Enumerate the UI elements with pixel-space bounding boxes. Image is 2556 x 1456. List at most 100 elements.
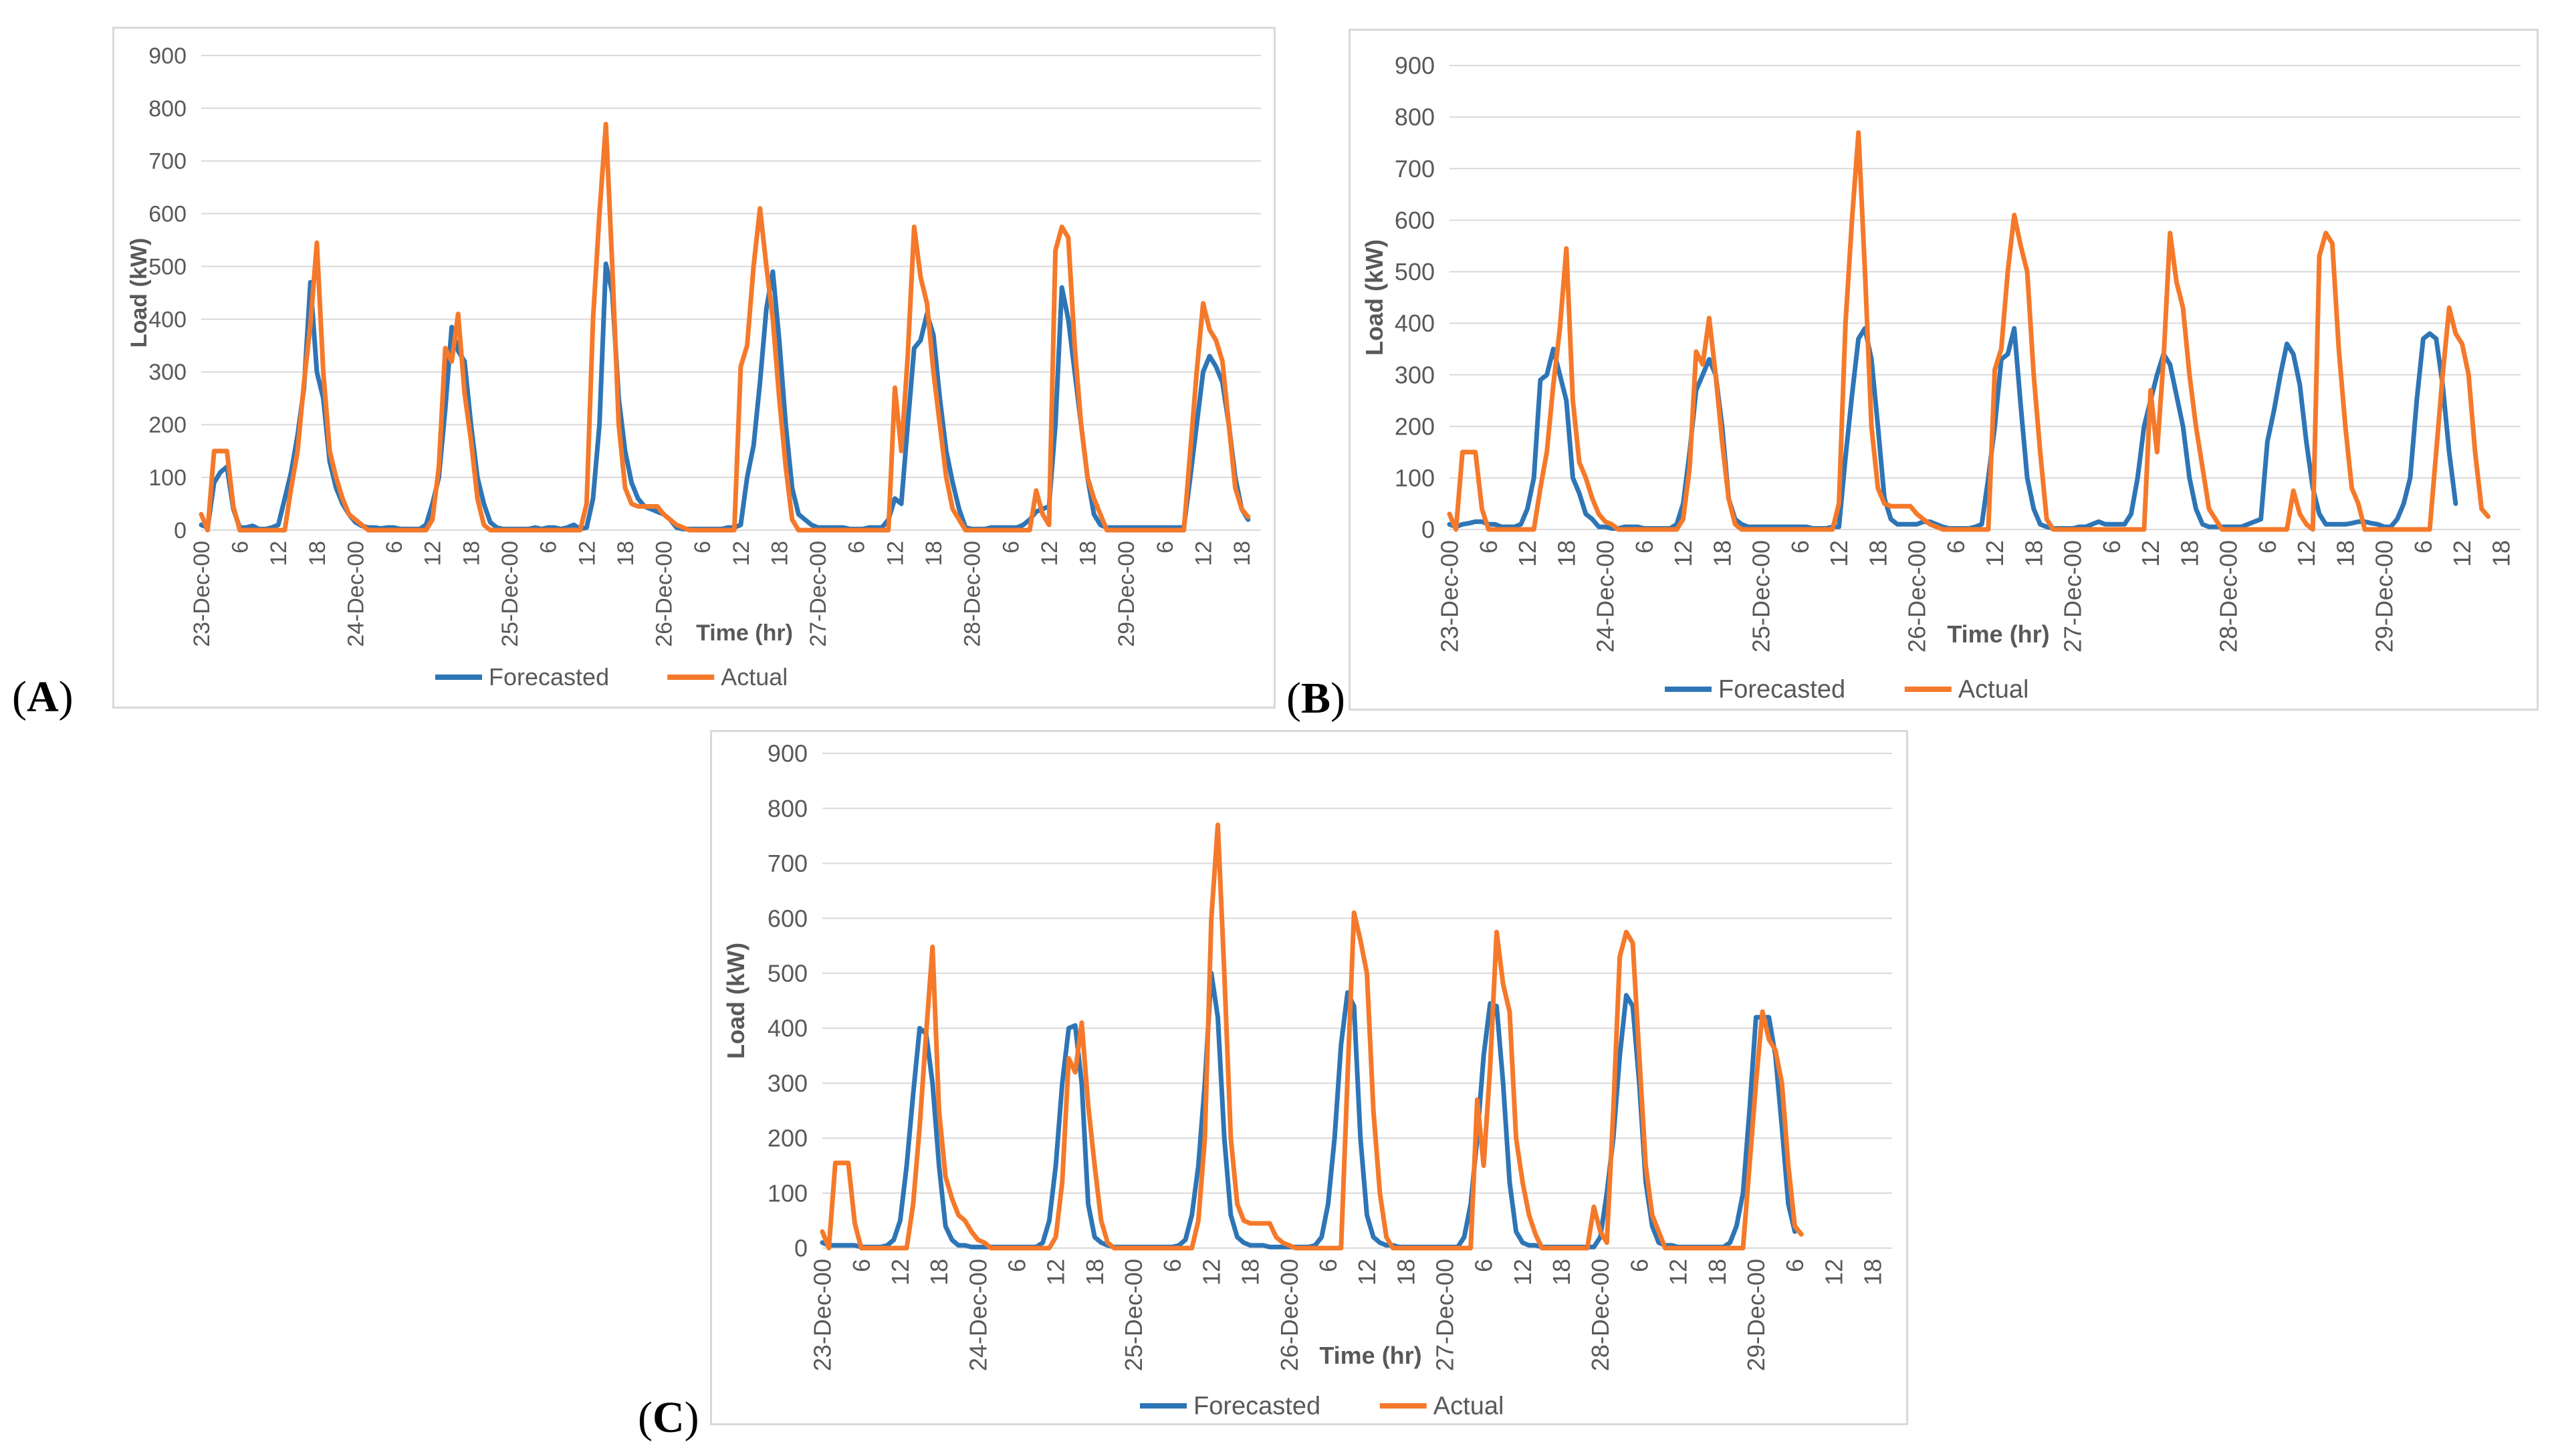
y-tick-label: 600 — [1395, 207, 1435, 234]
x-tick-label: 6 — [1475, 540, 1502, 554]
legend-label-actual: Actual — [1433, 1392, 1504, 1421]
y-tick-label: 0 — [1421, 516, 1435, 543]
x-tick-label: 12 — [1514, 540, 1541, 567]
x-tick-label: 12 — [1981, 540, 2008, 567]
x-tick-label: 12 — [1037, 541, 1062, 566]
x-tick-label: 24-Dec-00 — [964, 1259, 992, 1371]
x-tick-label: 25-Dec-00 — [1748, 540, 1775, 652]
x-tick-label: 18 — [2331, 540, 2359, 567]
x-tick-label: 12 — [266, 541, 292, 566]
y-tick-label: 100 — [148, 465, 187, 491]
x-tick-label: 12 — [2448, 540, 2476, 567]
chart-panel-c: 0 100 200 300 400 500 600 700 800 900 23-Dec-00 6 12… — [710, 730, 1908, 1425]
x-tick-label: 18 — [1081, 1259, 1109, 1286]
legend-label-actual: Actual — [1958, 676, 2029, 704]
x-tick-label: 23-Dec-00 — [189, 541, 215, 647]
y-axis-title: Load (kW) — [1361, 239, 1388, 356]
y-tick-label: 800 — [1395, 104, 1435, 131]
legend-label-forecasted: Forecasted — [1193, 1392, 1320, 1421]
x-tick-label: 29-Dec-00 — [1742, 1259, 1770, 1371]
x-tick-label: 18 — [2487, 540, 2515, 567]
x-tick-label: 6 — [228, 541, 253, 554]
x-tick-label: 18 — [921, 541, 947, 566]
x-tick-label: 6 — [1153, 541, 1178, 554]
chart-panel-a: 0 100 200 300 400 500 600 700 800 900 23-Dec-00 6 12… — [112, 27, 1276, 709]
chart-panel-b: 0 100 200 300 400 500 600 700 800 900 23-Dec-00 6 12… — [1349, 29, 2539, 711]
x-tick-label: 28-Dec-00 — [960, 541, 985, 647]
x-tick-label: 6 — [848, 1259, 875, 1272]
x-tick-label: 6 — [2098, 540, 2125, 554]
x-tick-label: 12 — [1042, 1259, 1070, 1286]
chart-svg-a: 0 100 200 300 400 500 600 700 800 900 23-Dec-00 6 12… — [126, 43, 1261, 691]
series-line-actual — [1447, 130, 2490, 532]
y-tick-label: 700 — [148, 149, 187, 174]
x-tick-label: 25-Dec-00 — [1120, 1259, 1147, 1371]
x-tick-label: 6 — [2410, 540, 2437, 554]
x-tick-label: 18 — [305, 541, 330, 566]
y-tick-label: 0 — [794, 1235, 808, 1262]
x-tick-label: 12 — [1665, 1259, 1692, 1286]
x-tick-label: 29-Dec-00 — [1114, 541, 1139, 647]
x-tick-label: 12 — [2137, 540, 2164, 567]
x-tick-label: 12 — [729, 541, 754, 566]
legend-label-forecasted: Forecasted — [489, 663, 609, 691]
x-tick-label: 6 — [1942, 540, 1970, 554]
x-tick-label: 6 — [1314, 1259, 1342, 1272]
x-tick-label: 18 — [925, 1259, 953, 1286]
x-tick-label: 27-Dec-00 — [1431, 1259, 1459, 1371]
y-tick-label: 200 — [768, 1124, 808, 1152]
y-axis-title: Load (kW) — [722, 943, 749, 1059]
x-tick-label: 6 — [2254, 540, 2281, 554]
x-tick-label: 18 — [1864, 540, 1891, 567]
x-tick-label: 6 — [1625, 1259, 1653, 1272]
x-tick-label: 18 — [1392, 1259, 1419, 1286]
x-tick-label: 18 — [1230, 541, 1255, 566]
y-tick-label: 500 — [1395, 258, 1435, 285]
x-tick-label: 24-Dec-00 — [343, 541, 368, 647]
x-tick-label: 12 — [887, 1259, 914, 1286]
x-tick-label: 26-Dec-00 — [1903, 540, 1931, 652]
y-tick-label: 900 — [1395, 52, 1435, 80]
legend-label-actual: Actual — [721, 663, 788, 691]
x-tick-label: 12 — [883, 541, 908, 566]
x-tick-label: 18 — [459, 541, 484, 566]
x-tick-label: 18 — [2020, 540, 2047, 567]
series-line-actual — [199, 122, 1251, 533]
x-tick-label: 12 — [574, 541, 600, 566]
y-tick-label: 400 — [148, 307, 187, 332]
x-tick-label: 26-Dec-00 — [652, 541, 677, 647]
y-tick-label: 700 — [1395, 155, 1435, 183]
y-tick-label: 0 — [174, 518, 187, 543]
y-tick-label: 600 — [148, 202, 187, 227]
chart-svg-c: 0 100 200 300 400 500 600 700 800 900 23-Dec-00 6 12… — [722, 740, 1892, 1421]
x-tick-label: 29-Dec-00 — [2371, 540, 2398, 652]
series-line-forecasted — [1447, 326, 2458, 531]
x-tick-label: 23-Dec-00 — [809, 1259, 836, 1371]
y-tick-label: 200 — [1395, 412, 1435, 440]
x-tick-label: 6 — [1786, 540, 1814, 554]
y-tick-label: 100 — [1395, 464, 1435, 491]
series-line-actual — [820, 822, 1804, 1251]
x-tick-label: 28-Dec-00 — [1587, 1259, 1614, 1371]
x-tick-label: 18 — [1708, 540, 1736, 567]
x-tick-label: 6 — [1004, 1259, 1031, 1272]
y-tick-label: 500 — [768, 959, 808, 987]
x-tick-label: 18 — [1859, 1259, 1887, 1286]
x-tick-label: 18 — [1076, 541, 1101, 566]
x-tick-label: 6 — [690, 541, 715, 554]
x-tick-label: 24-Dec-00 — [1592, 540, 1619, 652]
x-tick-label: 12 — [2293, 540, 2320, 567]
x-tick-label: 12 — [1669, 540, 1697, 567]
x-tick-label: 6 — [1159, 1259, 1186, 1272]
x-tick-label: 6 — [536, 541, 562, 554]
y-axis-title: Load (kW) — [126, 238, 152, 348]
panel-label-b: (B) — [1286, 674, 1345, 723]
y-tick-label: 800 — [148, 96, 187, 122]
x-tick-label: 12 — [1197, 1259, 1225, 1286]
x-tick-label: 18 — [767, 541, 792, 566]
x-tick-label: 26-Dec-00 — [1276, 1259, 1303, 1371]
x-tick-label: 27-Dec-00 — [806, 541, 831, 647]
x-tick-label: 12 — [1353, 1259, 1381, 1286]
y-tick-label: 400 — [1395, 310, 1435, 337]
y-tick-label: 300 — [148, 360, 187, 385]
